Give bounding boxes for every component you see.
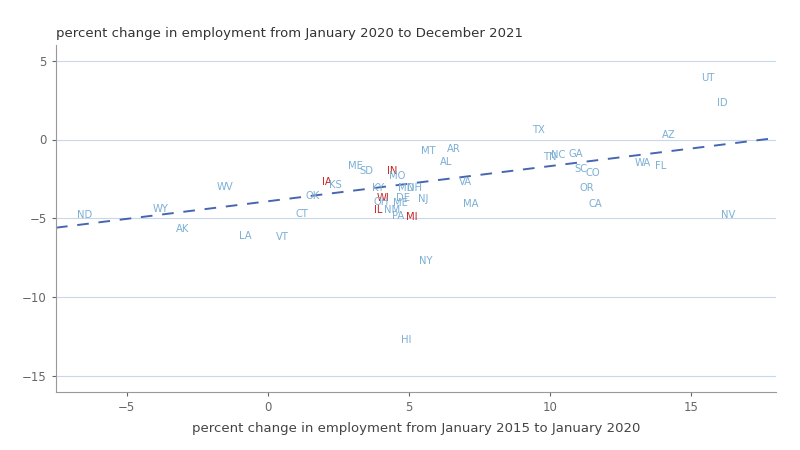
- X-axis label: percent change in employment from January 2015 to January 2020: percent change in employment from Januar…: [192, 422, 640, 435]
- Text: MA: MA: [463, 199, 479, 209]
- Text: TN: TN: [543, 152, 557, 162]
- Text: KS: KS: [329, 180, 342, 190]
- Text: WV: WV: [217, 182, 234, 192]
- Text: VT: VT: [275, 232, 288, 242]
- Text: ME: ME: [348, 161, 362, 171]
- Text: AL: AL: [439, 157, 452, 166]
- Text: MI: MI: [406, 212, 418, 222]
- Text: LA: LA: [239, 230, 251, 241]
- Text: MT: MT: [422, 145, 436, 156]
- Text: ME: ME: [393, 198, 408, 208]
- Text: IN: IN: [387, 166, 397, 176]
- Text: ID: ID: [717, 98, 728, 108]
- Text: AR: AR: [447, 144, 461, 154]
- Text: WY: WY: [153, 204, 169, 214]
- Text: UT: UT: [702, 73, 715, 83]
- Text: NM: NM: [384, 205, 400, 215]
- Text: WI: WI: [377, 193, 390, 203]
- Text: GA: GA: [568, 148, 583, 159]
- Text: AZ: AZ: [662, 130, 675, 140]
- Text: SD: SD: [359, 166, 374, 176]
- Text: OR: OR: [579, 183, 594, 194]
- Text: MD: MD: [398, 183, 414, 194]
- Text: IA: IA: [322, 177, 332, 187]
- Text: DE: DE: [396, 193, 410, 203]
- Text: NV: NV: [721, 210, 735, 220]
- Text: PA: PA: [391, 211, 404, 221]
- Text: OH: OH: [373, 197, 388, 207]
- Text: AK: AK: [176, 224, 190, 234]
- Text: NH: NH: [407, 183, 422, 194]
- Text: KY: KY: [372, 183, 384, 194]
- Text: MO: MO: [390, 171, 406, 181]
- Text: SC: SC: [574, 164, 588, 175]
- Text: CT: CT: [295, 208, 308, 219]
- Text: FL: FL: [654, 161, 666, 171]
- Text: TX: TX: [532, 125, 546, 135]
- Text: CA: CA: [589, 199, 602, 209]
- Text: CO: CO: [585, 167, 600, 178]
- Text: VA: VA: [459, 177, 472, 187]
- Text: ND: ND: [77, 210, 92, 220]
- Text: percent change in employment from January 2020 to December 2021: percent change in employment from Januar…: [56, 27, 523, 40]
- Text: NY: NY: [419, 256, 433, 266]
- Text: NJ: NJ: [418, 194, 428, 204]
- Text: HI: HI: [401, 334, 411, 345]
- Text: IL: IL: [374, 205, 382, 216]
- Text: NC: NC: [551, 150, 566, 160]
- Text: WA: WA: [635, 158, 651, 168]
- Text: OK: OK: [306, 191, 320, 201]
